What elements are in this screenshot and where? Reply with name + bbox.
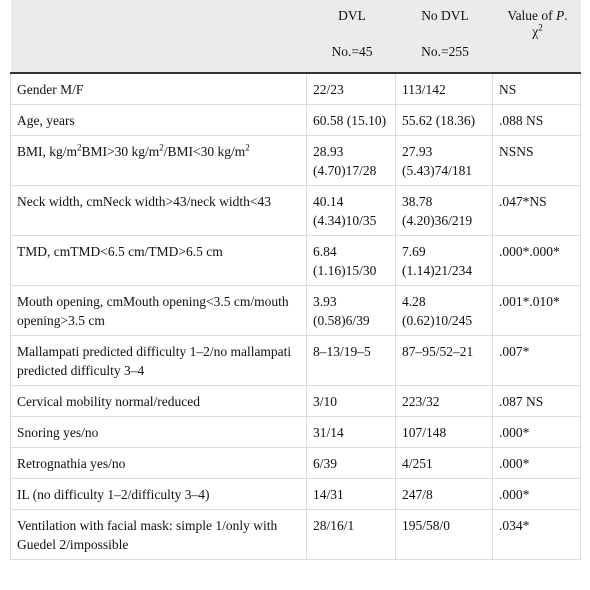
row-label: IL (no difficulty 1–2/difficulty 3–4) — [10, 478, 307, 510]
header-text: Value of — [507, 8, 557, 23]
cell: 3.93 (0.58)6/39 — [306, 285, 396, 336]
cell: .088 NS — [492, 104, 581, 136]
cell: 223/32 — [395, 385, 493, 417]
cell: 55.62 (18.36) — [395, 104, 493, 136]
cell: .047*NS — [492, 185, 581, 236]
cell: 8–13/19–5 — [306, 335, 396, 386]
cell: 31/14 — [306, 416, 396, 448]
data-table: DVL No.=45 No DVL No.=255 Value of P. χ2 Ge… — [10, 0, 581, 560]
header-text: No.=45 — [331, 44, 373, 59]
label-text: IL (no difficulty 1–2/difficulty 3–4) — [17, 487, 210, 502]
cell: 87–95/52–21 — [395, 335, 493, 386]
row-label: Age, years — [10, 104, 307, 136]
row-label: BMI, kg/m2BMI>30 kg/m2/BMI<30 kg/m2 — [10, 135, 307, 186]
label-text: Age, years — [17, 113, 75, 128]
label-text: Ventilation with facial mask: simple 1/o… — [17, 518, 278, 552]
table-row: Mallampati predicted difficulty 1–2/no m… — [10, 335, 581, 386]
label-text: /BMI<30 kg/m — [163, 144, 246, 159]
table-row: Mouth opening, cmMouth opening<3.5 cm/mo… — [10, 285, 581, 336]
table-row: BMI, kg/m2BMI>30 kg/m2/BMI<30 kg/m2 28.93… — [10, 135, 581, 186]
row-label: TMD, cmTMD<6.5 cm/TMD>6.5 cm — [10, 235, 307, 286]
cell: 6.84 (1.16)15/30 — [306, 235, 396, 286]
label-text: 2 — [77, 142, 82, 153]
cell: 113/142 — [395, 72, 493, 105]
row-label: Mallampati predicted difficulty 1–2/no m… — [10, 335, 307, 386]
cell: 38.78 (4.20)36/219 — [395, 185, 493, 236]
header-cell: Value of P. χ2 — [492, 0, 581, 74]
header-cell — [10, 0, 307, 74]
cell: 4/251 — [395, 447, 493, 479]
label-text: 2 — [245, 142, 250, 153]
label-text: Mouth opening, cmMouth opening<3.5 cm/mo… — [17, 294, 289, 328]
cell: .000* — [492, 447, 581, 479]
label-text: BMI, kg/m — [17, 144, 78, 159]
header-text: . — [564, 8, 568, 23]
cell: 107/148 — [395, 416, 493, 448]
label-text: Cervical mobility normal/reduced — [17, 394, 200, 409]
cell: 60.58 (15.10) — [306, 104, 396, 136]
cell: 22/23 — [306, 72, 396, 105]
cell: .007* — [492, 335, 581, 386]
row-label: Mouth opening, cmMouth opening<3.5 cm/mo… — [10, 285, 307, 336]
label-text: Retrognathia yes/no — [17, 456, 126, 471]
label-text: BMI>30 kg/m — [81, 144, 160, 159]
label-text: Snoring yes/no — [17, 425, 99, 440]
row-label: Gender M/F — [10, 72, 307, 105]
cell: 14/31 — [306, 478, 396, 510]
header-cell: DVL No.=45 — [306, 0, 396, 74]
table-row: TMD, cmTMD<6.5 cm/TMD>6.5 cm 6.84 (1.16)1… — [10, 235, 581, 286]
table-row: Gender M/F 22/23 113/142 NS — [10, 72, 581, 105]
cell: 195/58/0 — [395, 509, 493, 560]
header-text: No.=255 — [421, 44, 469, 59]
table-row: Retrognathia yes/no 6/39 4/251.000* — [10, 447, 581, 479]
cell: .087 NS — [492, 385, 581, 417]
row-label: Snoring yes/no — [10, 416, 307, 448]
row-label: Cervical mobility normal/reduced — [10, 385, 307, 417]
cell: 7.69 (1.14)21/234 — [395, 235, 493, 286]
table-row: IL (no difficulty 1–2/difficulty 3–4) 14/… — [10, 478, 581, 510]
cell: 247/8 — [395, 478, 493, 510]
cell: 40.14 (4.34)10/35 — [306, 185, 396, 236]
header-row: DVL No.=45 No DVL No.=255 Value of P. χ2 — [10, 0, 581, 74]
label-text: Gender M/F — [17, 82, 84, 97]
label-text: Neck width, cmNeck width>43/neck width<4… — [17, 194, 272, 209]
table-body: Gender M/F 22/23 113/142 NS Age, years 60.58 … — [10, 72, 581, 560]
cell: NS — [492, 72, 581, 105]
table-row: Cervical mobility normal/reduced 3/10 223/… — [10, 385, 581, 417]
label-text: TMD, cmTMD<6.5 cm/TMD>6.5 cm — [17, 244, 223, 259]
table-row: Neck width, cmNeck width>43/neck width<4… — [10, 185, 581, 236]
header-text: No DVL — [421, 8, 469, 23]
header-cell: No DVL No.=255 — [395, 0, 493, 74]
table-row: Age, years 60.58 (15.10) 55.62 (18.36) .088… — [10, 104, 581, 136]
cell: 28/16/1 — [306, 509, 396, 560]
row-label: Neck width, cmNeck width>43/neck width<4… — [10, 185, 307, 236]
cell: .001*.010* — [492, 285, 581, 336]
table-row: Ventilation with facial mask: simple 1/o… — [10, 509, 581, 560]
cell: NSNS — [492, 135, 581, 186]
cell: .000* — [492, 478, 581, 510]
header-text: P — [556, 8, 565, 23]
header-text: DVL — [338, 8, 366, 23]
cell: 3/10 — [306, 385, 396, 417]
table-row: Snoring yes/no 31/14 107/148.000* — [10, 416, 581, 448]
cell: 27.93 (5.43)74/181 — [395, 135, 493, 186]
row-label: Retrognathia yes/no — [10, 447, 307, 479]
cell: 4.28 (0.62)10/245 — [395, 285, 493, 336]
label-text: Mallampati predicted difficulty 1–2/no m… — [17, 344, 292, 378]
cell: .000* — [492, 416, 581, 448]
cell: .034* — [492, 509, 581, 560]
header-text: 2 — [538, 22, 543, 33]
cell: .000*.000* — [492, 235, 581, 286]
cell: 28.93 (4.70)17/28 — [306, 135, 396, 186]
label-text: 2 — [159, 142, 164, 153]
row-label: Ventilation with facial mask: simple 1/o… — [10, 509, 307, 560]
cell: 6/39 — [306, 447, 396, 479]
header-text: χ — [532, 24, 539, 39]
